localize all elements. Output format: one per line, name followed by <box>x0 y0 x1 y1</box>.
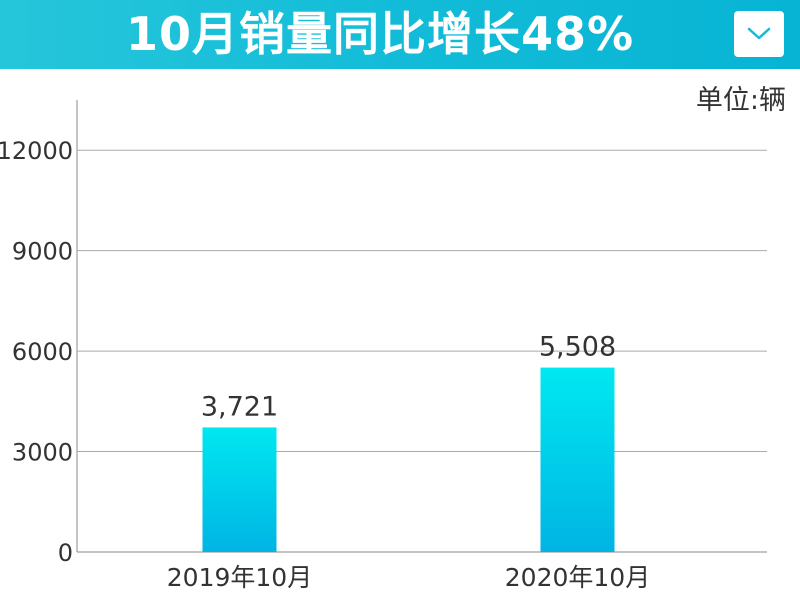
chevron-down-icon <box>747 27 771 40</box>
bar-value-label: 5,508 <box>539 332 616 363</box>
x-tick-label: 2019年10月 <box>167 563 312 592</box>
y-tick-label: 9000 <box>12 238 73 266</box>
y-tick-label: 6000 <box>12 338 73 366</box>
y-tick-label: 12000 <box>0 137 73 165</box>
y-tick-label: 0 <box>58 539 73 567</box>
chart-title: 10月销量同比增长48% <box>125 7 635 61</box>
bar <box>540 367 615 552</box>
y-tick-label: 3000 <box>12 439 73 467</box>
dropdown-button[interactable] <box>734 11 784 57</box>
unit-label: 单位:辆 <box>695 85 786 116</box>
bar-value-label: 3,721 <box>201 391 278 422</box>
x-tick-label: 2020年10月 <box>505 563 650 592</box>
bar <box>202 427 277 552</box>
title-banner: 10月销量同比增长48% <box>0 0 800 69</box>
